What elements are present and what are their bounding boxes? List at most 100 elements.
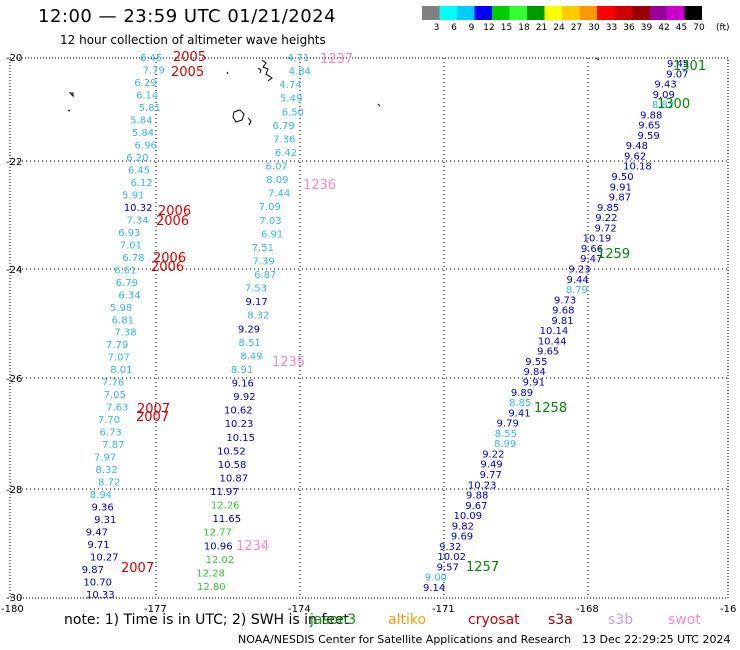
wave-height-label: 7.05 bbox=[104, 390, 126, 401]
wave-height-label: 6.29 bbox=[134, 78, 156, 89]
wave-height-label: 6.61 bbox=[114, 265, 136, 276]
wave-height-label: 9.22 bbox=[595, 213, 617, 224]
lon-label-171: -171 bbox=[432, 604, 455, 615]
wave-height-label: 4.74 bbox=[279, 80, 301, 91]
wave-height-label: 9.47 bbox=[580, 254, 602, 265]
wave-height-label: 10.23 bbox=[468, 480, 497, 491]
wave-height-label: 10.02 bbox=[437, 552, 466, 563]
legend-swatch bbox=[439, 6, 457, 20]
note-prefix: note: 1) Time is in UTC; 2) SWH is in fe… bbox=[64, 612, 350, 628]
lat-label-30: -30 bbox=[6, 593, 22, 604]
sat-cryosat: cryosat bbox=[468, 612, 520, 628]
legend-level: 45 bbox=[676, 23, 687, 33]
wave-height-label: 6.79 bbox=[116, 278, 138, 289]
wave-height-label: 7.79 bbox=[143, 65, 165, 76]
wave-height-label: 9.85 bbox=[597, 203, 619, 214]
wave-height-label: 5.91 bbox=[122, 190, 144, 201]
wave-height-label: 9.71 bbox=[87, 540, 109, 551]
wave-height-label: 9.79 bbox=[497, 419, 519, 430]
wave-height-label: 8.49 bbox=[240, 351, 262, 362]
wave-height-label: 6.79 bbox=[272, 121, 294, 132]
wave-height-label: 7.70 bbox=[98, 415, 120, 426]
pass-time-label: 1257 bbox=[466, 560, 499, 575]
sat-jason3: jason3 bbox=[310, 612, 357, 628]
wave-height-label: 11.97 bbox=[210, 487, 239, 498]
wave-height-label: 10.52 bbox=[217, 446, 246, 457]
wave-height-label: 9.45 bbox=[667, 59, 689, 70]
legend-level: 24 bbox=[553, 23, 565, 33]
wave-height-label: 4.71 bbox=[287, 53, 309, 64]
color-legend: 3 6 9 12 15 18 21 24 27 30 33 36 39 42 45 70 (ft) bbox=[422, 6, 730, 33]
wave-height-label: 9.77 bbox=[480, 470, 502, 481]
pass-time-label: 2006 bbox=[153, 251, 186, 266]
legend-swatch bbox=[527, 6, 545, 20]
wave-height-label: 6.12 bbox=[131, 178, 153, 189]
wave-height-label: 6.34 bbox=[118, 290, 140, 301]
wave-height-label: 9.48 bbox=[626, 141, 648, 152]
wave-height-label: 12.80 bbox=[197, 582, 226, 593]
wave-height-label: 5.84 bbox=[132, 128, 154, 139]
wave-height-label: 10.87 bbox=[219, 473, 248, 484]
legend-level: 30 bbox=[588, 23, 600, 33]
lat-label-26: -26 bbox=[6, 374, 22, 385]
wave-height-label: 6.93 bbox=[118, 228, 140, 239]
wave-height-label: 12.26 bbox=[211, 501, 240, 512]
wave-height-label: 10.18 bbox=[623, 162, 652, 173]
wave-height-label: 5.49 bbox=[280, 94, 302, 105]
lon-label-180: -180 bbox=[1, 604, 24, 615]
sat-swot: swot bbox=[668, 612, 701, 628]
wave-height-label: 7.76 bbox=[102, 378, 124, 389]
wave-height-label: 10.15 bbox=[226, 433, 255, 444]
pass-time-labels: 2005200520062006200620062007200720071237… bbox=[121, 50, 706, 576]
legend-swatch bbox=[562, 6, 580, 20]
legend-swatch bbox=[649, 6, 667, 20]
legend-swatch bbox=[597, 6, 615, 20]
legend-swatch bbox=[579, 6, 597, 20]
wave-height-label: 9.69 bbox=[451, 532, 473, 543]
wave-height-label: 8.94 bbox=[90, 490, 112, 501]
lat-label-28: -28 bbox=[6, 485, 22, 496]
pass-time-label: 2007 bbox=[136, 410, 169, 425]
lat-label-20: -20 bbox=[6, 53, 22, 64]
wave-height-label: 8.85 bbox=[509, 398, 531, 409]
wave-height-label: 9.55 bbox=[525, 357, 547, 368]
wave-height-label: 9.73 bbox=[554, 295, 576, 306]
pass-time-label: 1236 bbox=[303, 178, 336, 193]
wave-height-label: 9.36 bbox=[91, 503, 113, 514]
wave-height-label: 10.70 bbox=[83, 578, 112, 589]
legend-swatch bbox=[509, 6, 527, 20]
wave-height-label: 9.22 bbox=[482, 449, 504, 460]
wave-height-label: 9.82 bbox=[452, 521, 474, 532]
islands bbox=[67, 57, 600, 126]
wave-height-label: 9.16 bbox=[232, 379, 254, 390]
legend-level: 42 bbox=[658, 23, 669, 33]
wave-height-label: 9.50 bbox=[611, 172, 633, 183]
legend-level: 36 bbox=[623, 23, 635, 33]
wave-height-label: 5.81 bbox=[139, 103, 161, 114]
note-line: note: 1) Time is in UTC; 2) SWH is in fe… bbox=[64, 612, 349, 628]
wave-height-label: 9.66 bbox=[581, 244, 603, 255]
legend-level: 33 bbox=[606, 23, 617, 33]
wave-height-label: 4.84 bbox=[289, 67, 311, 78]
wave-height-label: 9.14 bbox=[423, 583, 445, 594]
wave-height-label: 7.39 bbox=[252, 256, 274, 267]
pass-time-label: 2005 bbox=[173, 50, 206, 65]
lat-label-24: -24 bbox=[6, 265, 22, 276]
wave-height-label: 6.07 bbox=[266, 162, 288, 173]
wave-height-label: 8.72 bbox=[98, 478, 120, 489]
legend-swatch bbox=[492, 6, 510, 20]
legend-swatch bbox=[632, 6, 650, 20]
wave-height-label: 6.78 bbox=[122, 253, 144, 264]
wave-height-label: 6.73 bbox=[100, 428, 122, 439]
wave-height-label: 5.98 bbox=[110, 303, 132, 314]
wave-height-label: 10.14 bbox=[540, 326, 569, 337]
sat-s3a: s3a bbox=[548, 612, 573, 628]
wave-height-label: 6.96 bbox=[135, 140, 157, 151]
wave-height-label: 9.87 bbox=[609, 193, 631, 204]
wave-height-label: 11.65 bbox=[213, 514, 242, 525]
wave-height-label: 8.09 bbox=[266, 175, 288, 186]
wave-height-label: 7.03 bbox=[259, 216, 281, 227]
wave-height-label: 9.91 bbox=[610, 182, 632, 193]
pass-time-label: 1235 bbox=[272, 355, 305, 370]
lon-label-168: -168 bbox=[576, 604, 599, 615]
